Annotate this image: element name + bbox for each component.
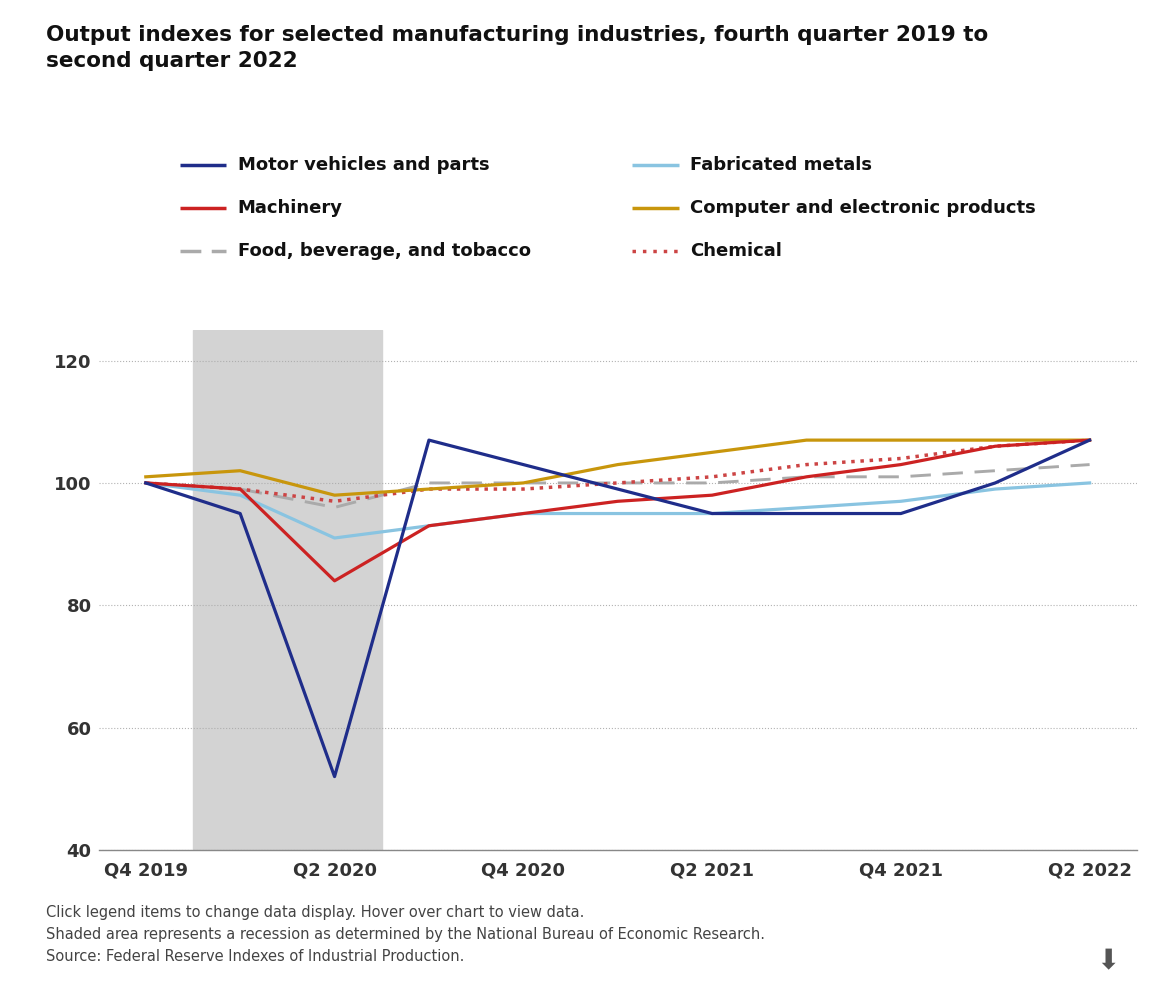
Text: Output indexes for selected manufacturing industries, fourth quarter 2019 to
sec: Output indexes for selected manufacturin… <box>46 25 988 71</box>
Text: Chemical: Chemical <box>690 242 782 260</box>
Text: ⬇: ⬇ <box>1096 947 1119 975</box>
Text: Motor vehicles and parts: Motor vehicles and parts <box>238 156 490 174</box>
Text: Computer and electronic products: Computer and electronic products <box>690 199 1036 217</box>
Bar <box>193 330 382 850</box>
Text: Fabricated metals: Fabricated metals <box>690 156 872 174</box>
Text: Machinery: Machinery <box>238 199 343 217</box>
Text: Food, beverage, and tobacco: Food, beverage, and tobacco <box>238 242 531 260</box>
Text: Click legend items to change data display. Hover over chart to view data.
Shaded: Click legend items to change data displa… <box>46 905 766 964</box>
